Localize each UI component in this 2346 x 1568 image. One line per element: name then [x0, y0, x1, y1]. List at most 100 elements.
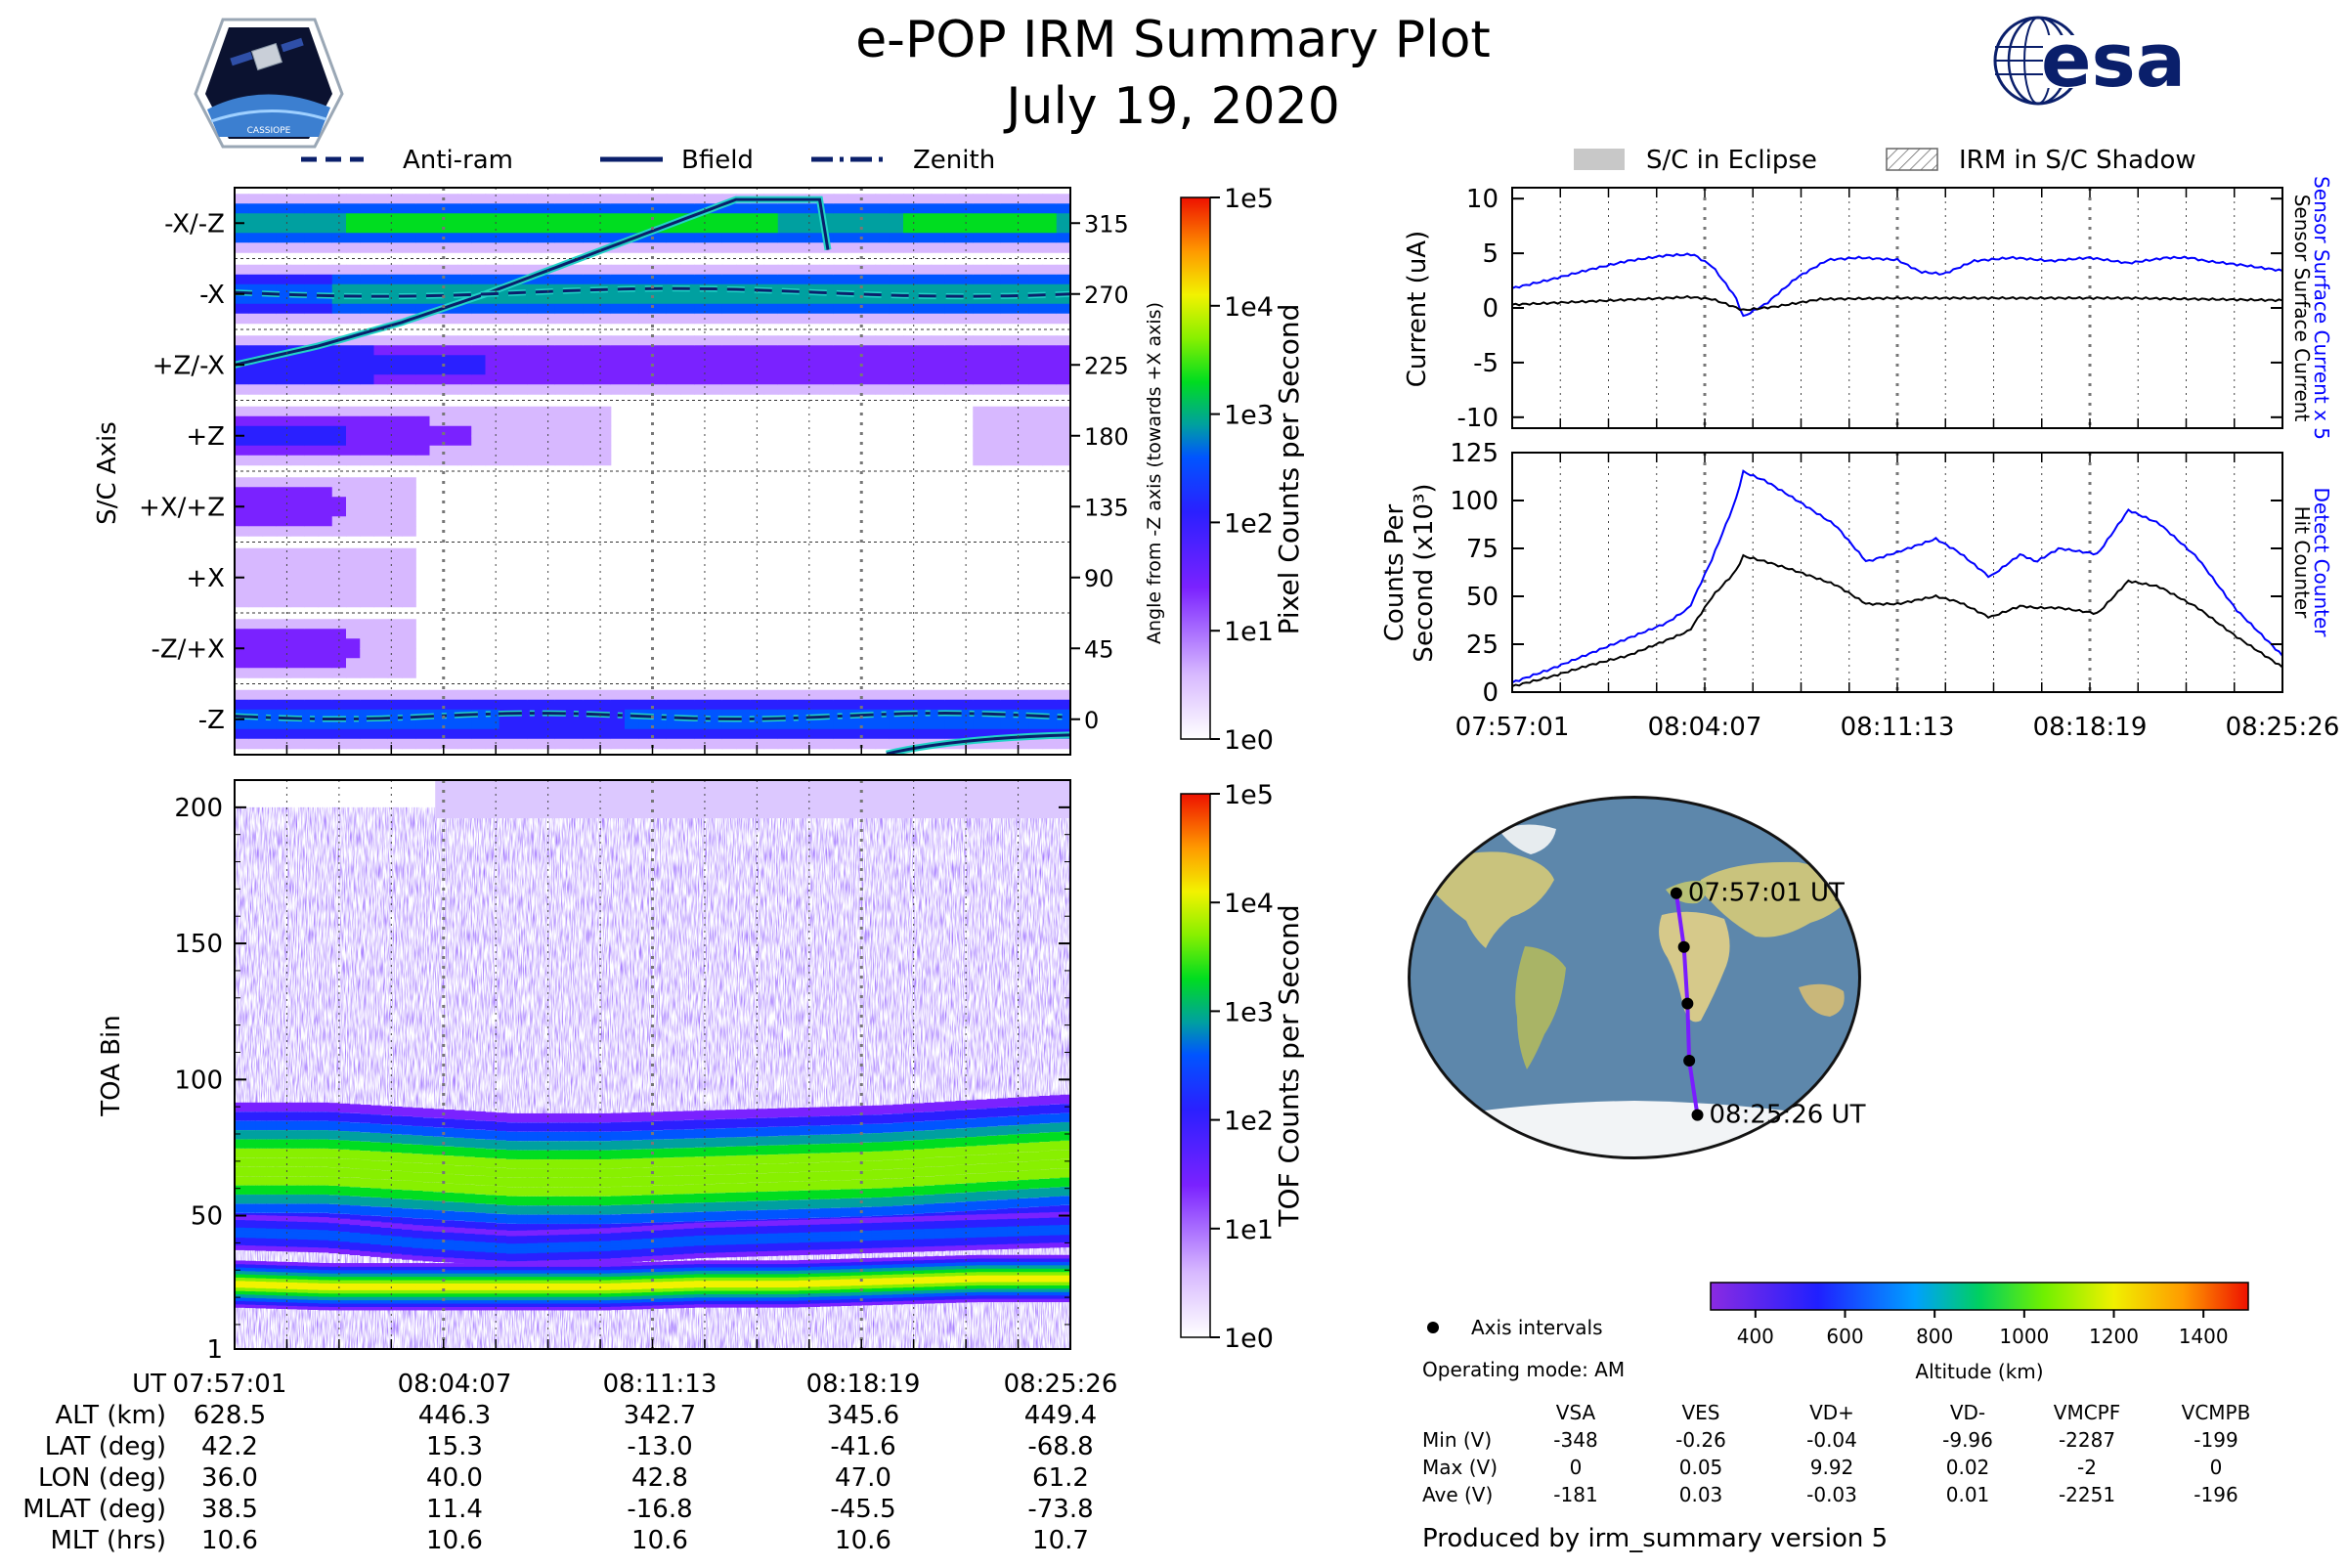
heat-cell — [663, 1176, 673, 1185]
heat-cell — [725, 1244, 736, 1247]
heat-cell — [653, 1186, 664, 1195]
heat-cell — [350, 1242, 361, 1245]
heat-cell — [736, 242, 751, 253]
heat-cell — [360, 477, 374, 488]
heat-cell — [830, 1162, 841, 1171]
heat-cell — [589, 1122, 600, 1131]
heat-cell — [464, 1148, 475, 1156]
heat-cell — [360, 1245, 370, 1248]
heat-cell — [475, 1234, 486, 1237]
heat-cell — [680, 374, 695, 385]
heat-cell — [346, 588, 361, 598]
heat-cell — [360, 516, 374, 527]
heat-cell — [402, 1232, 413, 1235]
heat-cell — [747, 1239, 758, 1241]
heat-cell — [245, 1139, 256, 1148]
heat-cell — [513, 335, 528, 346]
heat-cell — [388, 365, 403, 375]
heat-cell — [297, 1276, 308, 1280]
heat-cell — [381, 1233, 392, 1236]
heat-cell — [286, 1216, 297, 1219]
heat-cell — [955, 1269, 966, 1273]
heat-cell — [924, 1195, 934, 1203]
heat-cell — [757, 1226, 767, 1229]
heat-cell — [767, 1281, 778, 1285]
heat-cell — [892, 1297, 903, 1301]
heat-cell — [263, 516, 278, 527]
heat-cell — [945, 1184, 956, 1193]
heat-cell — [464, 1270, 475, 1274]
heat-cell — [653, 1241, 664, 1243]
heat-cell — [1015, 446, 1029, 457]
heat-cell — [638, 314, 653, 325]
heat-cell — [430, 213, 445, 224]
heat-cell — [611, 1245, 622, 1248]
heat-cell — [413, 1270, 423, 1274]
heat-cell — [1050, 1298, 1061, 1302]
heat-cell — [415, 203, 430, 214]
heat-cell — [255, 1242, 266, 1245]
heat-cell — [297, 1273, 308, 1277]
heat-cell — [319, 1203, 329, 1212]
heat-cell — [513, 416, 528, 427]
heat-cell — [475, 1256, 486, 1259]
heat-cell — [255, 1282, 266, 1285]
heat-cell — [757, 1231, 767, 1234]
heat-cell — [381, 1293, 392, 1297]
heat-cell — [245, 1247, 256, 1250]
heat-cell — [799, 1290, 809, 1294]
heat-cell — [517, 1151, 528, 1159]
heat-cell — [673, 1120, 684, 1129]
heat-cell — [778, 1300, 789, 1304]
heat-cell — [955, 1147, 966, 1155]
heat-cell — [778, 1223, 789, 1226]
heat-cell — [625, 335, 639, 346]
y-tick-label: -X/-Z — [164, 209, 225, 239]
heat-cell — [402, 548, 416, 559]
heat-cell — [684, 1226, 695, 1229]
heat-cell — [1001, 407, 1016, 417]
heat-cell — [374, 407, 389, 417]
heat-cell — [475, 1261, 486, 1264]
heat-cell — [235, 1222, 245, 1225]
heat-cell — [820, 1171, 831, 1180]
heat-cell — [297, 1244, 308, 1247]
heat-cell — [235, 1247, 245, 1250]
heat-cell — [332, 223, 347, 234]
heat-cell — [631, 1299, 642, 1303]
heat-cell — [569, 1286, 580, 1290]
heat-cell — [1050, 1197, 1061, 1205]
heat-cell — [569, 1251, 580, 1254]
heat-cell — [680, 365, 695, 375]
heat-cell — [422, 1127, 433, 1136]
heat-cell — [653, 1275, 664, 1279]
heat-cell — [876, 335, 891, 346]
heat-cell — [747, 1264, 758, 1268]
heat-cell — [932, 275, 946, 285]
heat-cell — [360, 638, 374, 649]
heat-cell — [705, 1175, 716, 1184]
heat-cell — [597, 203, 612, 214]
heat-cell — [360, 1267, 370, 1271]
heat-cell — [764, 294, 779, 305]
heat-cell — [631, 1262, 642, 1266]
heat-cell — [631, 1131, 642, 1140]
heat-cell — [673, 1148, 684, 1156]
heat-cell — [290, 275, 305, 285]
heat-cell — [736, 1294, 747, 1298]
heat-cell — [611, 1242, 622, 1245]
heat-cell — [799, 1284, 809, 1287]
heat-cell — [339, 1243, 350, 1246]
heat-cell — [290, 497, 305, 507]
heat-cell — [903, 690, 918, 701]
heat-cell — [667, 355, 681, 366]
heat-cell — [297, 1279, 308, 1283]
heat-cell — [736, 1237, 747, 1240]
heat-cell — [555, 355, 570, 366]
heat-cell — [297, 1167, 308, 1176]
heat-cell — [391, 1161, 402, 1170]
heat-cell — [569, 1284, 580, 1287]
heat-cell — [1060, 1141, 1070, 1150]
heat-cell — [716, 1138, 726, 1147]
